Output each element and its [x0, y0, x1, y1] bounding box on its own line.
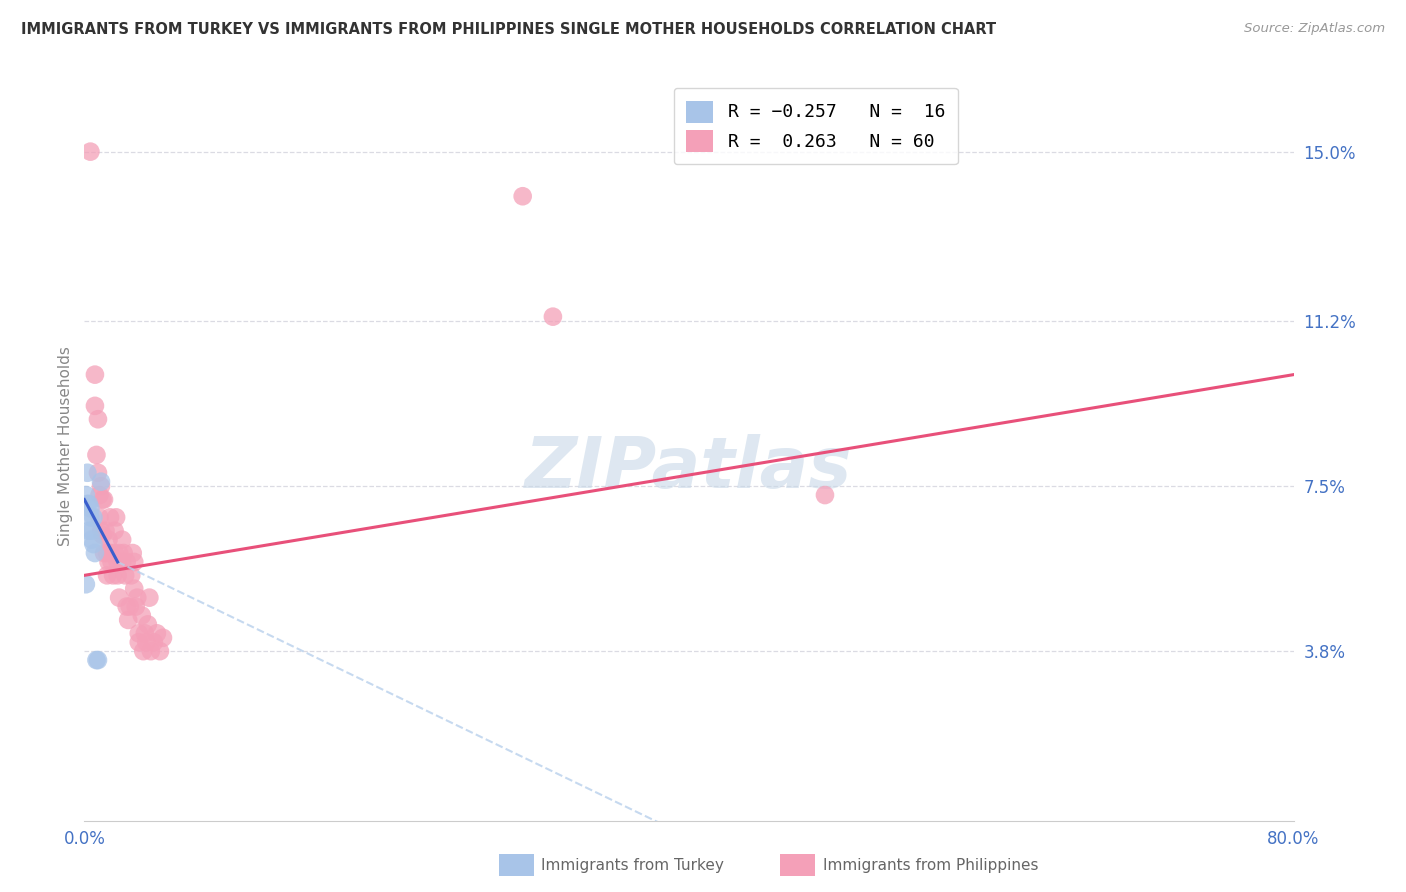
Point	[115, 555, 138, 569]
Point	[79, 510, 101, 524]
Point	[107, 568, 129, 582]
Point	[121, 546, 143, 560]
Point	[87, 412, 110, 426]
Point	[86, 448, 108, 462]
Point	[118, 599, 141, 614]
Point	[90, 524, 112, 538]
Text: Source: ZipAtlas.com: Source: ZipAtlas.com	[1244, 22, 1385, 36]
Point	[131, 608, 153, 623]
Point	[84, 368, 107, 382]
Text: Immigrants from Turkey: Immigrants from Turkey	[541, 858, 724, 872]
Point	[107, 555, 129, 569]
Point	[77, 497, 100, 511]
Point	[128, 635, 150, 649]
Point	[98, 546, 121, 560]
Point	[105, 510, 128, 524]
Point	[108, 591, 131, 605]
Point	[82, 537, 104, 551]
Point	[120, 568, 142, 582]
Point	[75, 488, 97, 502]
Point	[101, 568, 124, 582]
Point	[97, 555, 120, 569]
Point	[79, 145, 101, 159]
Point	[134, 626, 156, 640]
Point	[100, 555, 122, 569]
Point	[115, 599, 138, 614]
Point	[91, 492, 114, 507]
Point	[94, 524, 117, 538]
Point	[108, 546, 131, 560]
Point	[87, 653, 110, 667]
Point	[90, 479, 112, 493]
Point	[132, 644, 155, 658]
Point	[89, 488, 111, 502]
Point	[142, 635, 165, 649]
Point	[91, 528, 114, 542]
Point	[111, 555, 134, 569]
Point	[512, 189, 534, 203]
Point	[128, 626, 150, 640]
Point	[84, 546, 107, 560]
Point	[111, 533, 134, 547]
Point	[138, 591, 160, 605]
Point	[89, 510, 111, 524]
Point	[93, 492, 115, 507]
Point	[117, 613, 139, 627]
Point	[112, 546, 135, 560]
Point	[76, 497, 98, 511]
Point	[104, 524, 127, 538]
Point	[146, 626, 169, 640]
Point	[93, 546, 115, 560]
Point	[127, 591, 149, 605]
Point	[125, 599, 148, 614]
Point	[149, 644, 172, 658]
Point	[96, 568, 118, 582]
Point	[122, 555, 145, 569]
Point	[152, 631, 174, 645]
Point	[122, 582, 145, 596]
Text: Immigrants from Philippines: Immigrants from Philippines	[823, 858, 1038, 872]
Point	[98, 510, 121, 524]
Point	[814, 488, 837, 502]
Point	[80, 524, 103, 538]
Point	[86, 653, 108, 667]
Text: IMMIGRANTS FROM TURKEY VS IMMIGRANTS FROM PHILIPPINES SINGLE MOTHER HOUSEHOLDS C: IMMIGRANTS FROM TURKEY VS IMMIGRANTS FRO…	[21, 22, 997, 37]
Point	[76, 466, 98, 480]
Point	[80, 533, 103, 547]
Legend: R = −0.257   N =  16, R =  0.263   N = 60: R = −0.257 N = 16, R = 0.263 N = 60	[673, 88, 957, 164]
Point	[139, 644, 162, 658]
Point	[90, 475, 112, 489]
Point	[77, 524, 100, 538]
Point	[79, 501, 101, 516]
Point	[84, 399, 107, 413]
Point	[87, 466, 110, 480]
Point	[114, 568, 136, 582]
Point	[104, 546, 127, 560]
Point	[96, 546, 118, 560]
Text: ZIPatlas: ZIPatlas	[526, 434, 852, 503]
Point	[135, 635, 157, 649]
Point	[75, 577, 97, 591]
Point	[541, 310, 564, 324]
Point	[136, 617, 159, 632]
Y-axis label: Single Mother Households: Single Mother Households	[58, 346, 73, 546]
Point	[97, 533, 120, 547]
Point	[82, 510, 104, 524]
